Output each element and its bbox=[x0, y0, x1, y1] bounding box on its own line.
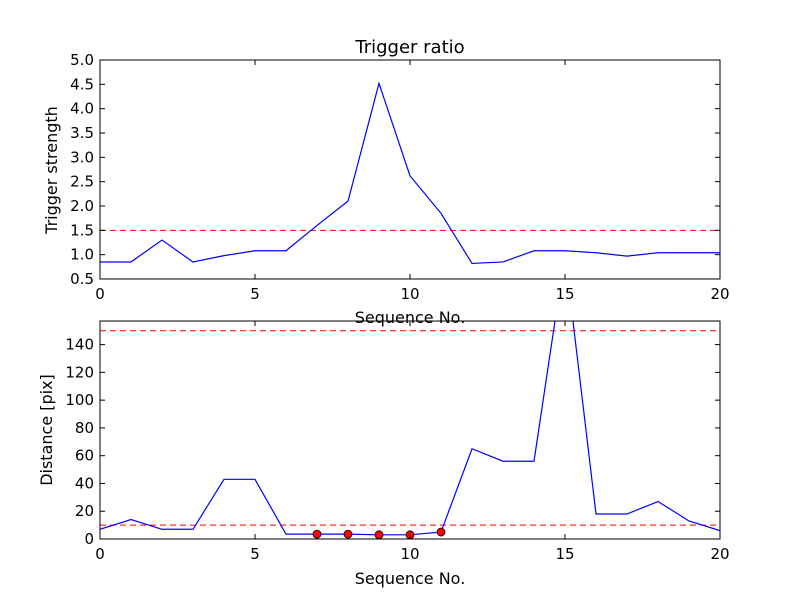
x-axis-label: Sequence No. bbox=[355, 569, 466, 588]
data-point-marker bbox=[312, 529, 322, 539]
x-tick-label: 0 bbox=[95, 285, 105, 303]
chart-title: Trigger ratio bbox=[354, 37, 464, 58]
y-tick-label: 1.5 bbox=[70, 221, 94, 239]
y-tick-label: 40 bbox=[75, 474, 94, 492]
x-tick-label: 5 bbox=[250, 545, 260, 563]
y-tick-label: 3.0 bbox=[70, 148, 94, 166]
x-tick-label: 10 bbox=[400, 545, 419, 563]
y-tick-label: 2.5 bbox=[70, 173, 94, 191]
series-lines bbox=[100, 81, 720, 265]
y-tick-label: 100 bbox=[65, 391, 94, 409]
y-tick-label: 80 bbox=[75, 419, 94, 437]
y-tick-label: 140 bbox=[65, 336, 94, 354]
x-axis-ticks: 0 5 10 15 20 bbox=[95, 321, 730, 563]
y-tick-label: 4.0 bbox=[70, 100, 94, 118]
y-tick-label: 5.0 bbox=[70, 51, 94, 69]
distance-plot: 0 5 10 15 20 0 20 40 60 80 100 120 140 Sequence No.… bbox=[37, 320, 730, 588]
x-tick-label: 15 bbox=[555, 545, 574, 563]
x-tick-label: 5 bbox=[250, 285, 260, 303]
x-tick-label: 20 bbox=[710, 545, 729, 563]
y-axis-ticks: 0.5 1.0 1.5 2.0 2.5 3.0 3.5 4.0 4.5 5.0 bbox=[70, 51, 720, 288]
y-tick-label: 120 bbox=[65, 363, 94, 381]
y-tick-label: 4.5 bbox=[70, 75, 94, 93]
y-axis-ticks: 0 20 40 60 80 100 120 140 bbox=[65, 336, 720, 548]
y-tick-label: 60 bbox=[75, 447, 94, 465]
x-tick-label: 15 bbox=[555, 285, 574, 303]
x-axis-label: Sequence No. bbox=[355, 308, 466, 327]
y-tick-label: 20 bbox=[75, 502, 94, 520]
data-point-marker bbox=[436, 527, 446, 537]
y-axis-label: Trigger strength bbox=[42, 106, 61, 235]
trigger-ratio-plot: Trigger ratio 0 5 10 15 20 0.5 1.0 1.5 2.0 2.5 3.… bbox=[42, 37, 730, 327]
series-line bbox=[100, 81, 720, 265]
y-axis-label: Distance [pix] bbox=[37, 374, 56, 486]
threshold-lines bbox=[100, 330, 720, 526]
y-tick-label: 2.0 bbox=[70, 197, 94, 215]
y-tick-label: 0 bbox=[84, 530, 94, 548]
y-tick-label: 3.5 bbox=[70, 124, 94, 142]
data-point-marker bbox=[343, 529, 353, 539]
data-point-marker bbox=[374, 530, 384, 540]
x-tick-label: 0 bbox=[95, 545, 105, 563]
selected-points bbox=[312, 527, 446, 540]
x-axis-ticks: 0 5 10 15 20 bbox=[95, 60, 730, 303]
y-tick-label: 0.5 bbox=[70, 270, 94, 288]
plot-frame bbox=[99, 59, 721, 280]
x-tick-label: 10 bbox=[400, 285, 419, 303]
x-tick-label: 20 bbox=[710, 285, 729, 303]
plot-frame bbox=[99, 320, 721, 540]
y-tick-label: 1.0 bbox=[70, 246, 94, 264]
